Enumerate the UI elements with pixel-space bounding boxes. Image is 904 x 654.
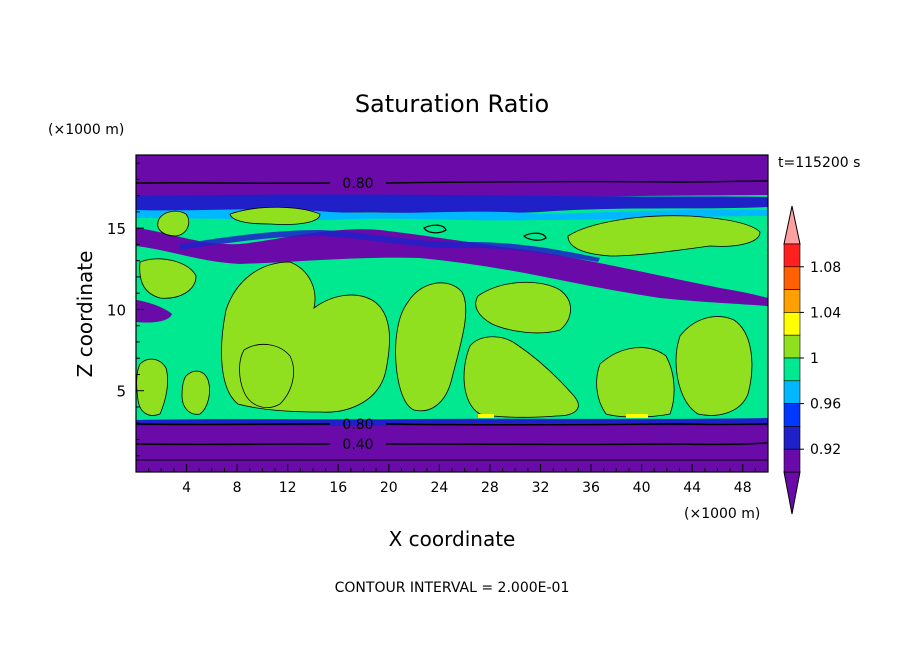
colorbar-swatch <box>783 357 801 382</box>
contour-label-low: 0.40 <box>342 437 373 453</box>
contour-interval-label: CONTOUR INTERVAL = 2.000E-01 <box>335 580 570 596</box>
colorbar-label: 1 <box>810 351 819 367</box>
x-tick-label: 8 <box>233 480 242 496</box>
colorbar-swatch <box>783 380 801 404</box>
contour-label-mid: 0.80 <box>342 417 373 433</box>
x-axis-label: X coordinate <box>389 527 516 551</box>
x-tick-label: 12 <box>279 480 297 496</box>
lower-blue-edge <box>136 418 768 428</box>
colorbar: 0.92 0.96 1 1.04 1.08 <box>783 205 841 515</box>
y-tick-label: 10 <box>107 301 126 319</box>
high-ratio-patch-2 <box>626 414 648 418</box>
dry-tongue-upper <box>136 228 768 306</box>
dry-tongue-upper-edge <box>180 230 600 262</box>
high-ratio-patch-1 <box>478 414 494 418</box>
colorbar-swatch <box>783 266 801 290</box>
x-tick-label: 48 <box>734 480 752 496</box>
colorbar-swatch <box>783 243 801 268</box>
x-tick-label: 40 <box>633 480 651 496</box>
colorbar-label: 0.92 <box>810 442 841 458</box>
y-axis: 5 10 15 <box>107 162 144 457</box>
colorbar-swatch <box>783 448 801 473</box>
chart-title: Saturation Ratio <box>355 90 549 118</box>
x-tick-label: 16 <box>329 480 347 496</box>
x-tick-label: 20 <box>380 480 398 496</box>
y-unit-label: (×1000 m) <box>48 122 124 138</box>
cloud-patches <box>136 206 761 418</box>
x-unit-label: (×1000 m) <box>684 506 760 522</box>
x-tick-label: 36 <box>582 480 600 496</box>
colorbar-below-triangle <box>783 471 801 515</box>
time-label: t=115200 s <box>778 155 860 171</box>
plot-area: 0.80 0.80 0.40 <box>136 155 768 472</box>
lower-dry-layer <box>136 426 768 472</box>
dry-tongue-left <box>136 300 172 323</box>
x-tick-label: 28 <box>481 480 499 496</box>
contour-label-top: 0.80 <box>342 176 373 192</box>
y-tick-label: 5 <box>116 383 126 401</box>
x-axis: 4 8 12 16 20 24 28 32 36 40 44 48 <box>148 464 756 496</box>
x-tick-label: 24 <box>430 480 448 496</box>
y-tick-label: 15 <box>107 220 126 238</box>
colorbar-swatch <box>783 312 801 336</box>
colorbar-above-triangle <box>783 205 801 245</box>
colorbar-swatch <box>783 426 801 450</box>
colorbar-label: 1.04 <box>810 305 841 321</box>
y-axis-label: Z coordinate <box>73 251 97 378</box>
colorbar-swatch <box>783 403 801 427</box>
colorbar-swatch <box>783 334 801 359</box>
contour-lines <box>136 180 768 461</box>
x-tick-label: 44 <box>683 480 701 496</box>
x-tick-label: 32 <box>532 480 550 496</box>
colorbar-label: 0.96 <box>810 397 841 413</box>
colorbar-swatch <box>783 289 801 313</box>
x-tick-label: 4 <box>182 480 191 496</box>
colorbar-label: 1.08 <box>810 260 841 276</box>
